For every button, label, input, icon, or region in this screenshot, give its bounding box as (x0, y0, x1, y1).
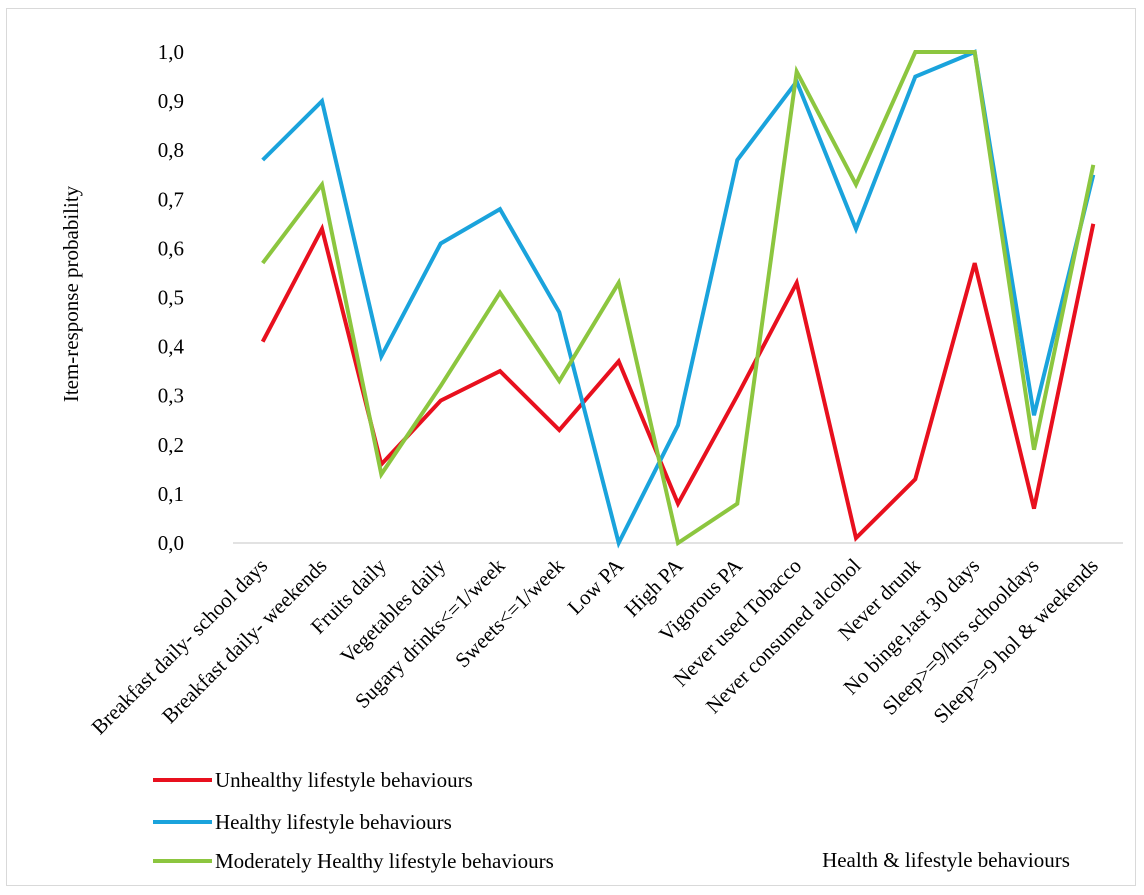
y-tick-label: 0,1 (158, 482, 184, 506)
legend-item: Unhealthy lifestyle behaviours (153, 768, 473, 792)
y-tick-label: 0,4 (158, 335, 185, 359)
x-category-label: Vegetables daily (336, 553, 451, 668)
legend-item: Moderately Healthy lifestyle behaviours (153, 849, 554, 873)
legend-label: Healthy lifestyle behaviours (215, 810, 452, 834)
x-axis-title: Health & lifestyle behaviours (822, 848, 1070, 872)
y-tick-label: 0,6 (158, 236, 184, 260)
series-line-2 (261, 49, 1096, 549)
y-axis-title: Item-response probability (59, 185, 83, 402)
y-tick-label: 0,0 (158, 531, 184, 555)
y-tick-label: 0,7 (158, 187, 184, 211)
series-line-3 (261, 50, 1096, 547)
y-tick-label: 0,8 (158, 138, 184, 162)
y-tick-label: 1,0 (158, 40, 184, 64)
series-lines (260, 49, 1096, 549)
y-tick-label: 0,3 (158, 384, 184, 408)
legend: Unhealthy lifestyle behaviours Healthy li… (153, 768, 554, 873)
legend-label: Moderately Healthy lifestyle behaviours (215, 849, 554, 873)
y-axis-ticks: 0,0 0,1 0,2 0,3 0,4 0,5 0,6 0,7 0,8 0,9 1,0 (158, 40, 185, 555)
x-category-label: Sweets<=1/week (450, 553, 569, 672)
y-tick-label: 0,2 (158, 433, 184, 457)
x-category-label: Low PA (563, 553, 629, 619)
series-line-1 (260, 223, 1096, 543)
legend-label: Unhealthy lifestyle behaviours (215, 768, 473, 792)
legend-item: Healthy lifestyle behaviours (153, 810, 452, 834)
y-tick-label: 0,5 (158, 286, 184, 310)
chart-frame (6, 8, 1136, 886)
y-tick-label: 0,9 (158, 89, 184, 113)
